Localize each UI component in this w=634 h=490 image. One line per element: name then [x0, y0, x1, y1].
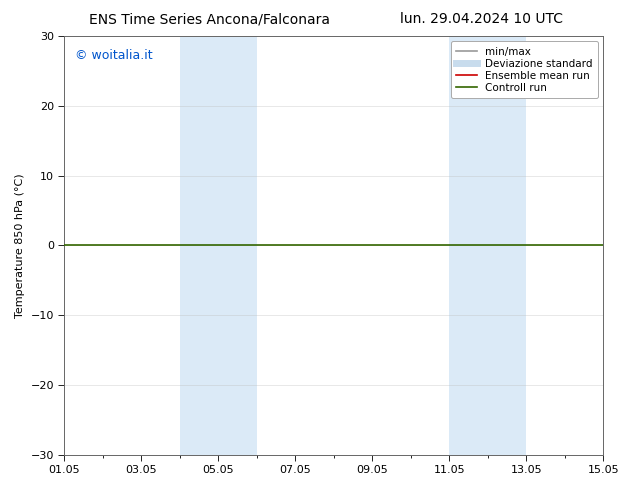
Bar [450, 36, 526, 455]
Text: © woitalia.it: © woitalia.it [75, 49, 153, 62]
Y-axis label: Temperature 850 hPa (°C): Temperature 850 hPa (°C) [15, 173, 25, 318]
Text: ENS Time Series Ancona/Falconara: ENS Time Series Ancona/Falconara [89, 12, 330, 26]
Bar [180, 36, 257, 455]
Text: lun. 29.04.2024 10 UTC: lun. 29.04.2024 10 UTC [400, 12, 564, 26]
Legend: min/max, Deviazione standard, Ensemble mean run, Controll run: min/max, Deviazione standard, Ensemble m… [451, 41, 598, 98]
